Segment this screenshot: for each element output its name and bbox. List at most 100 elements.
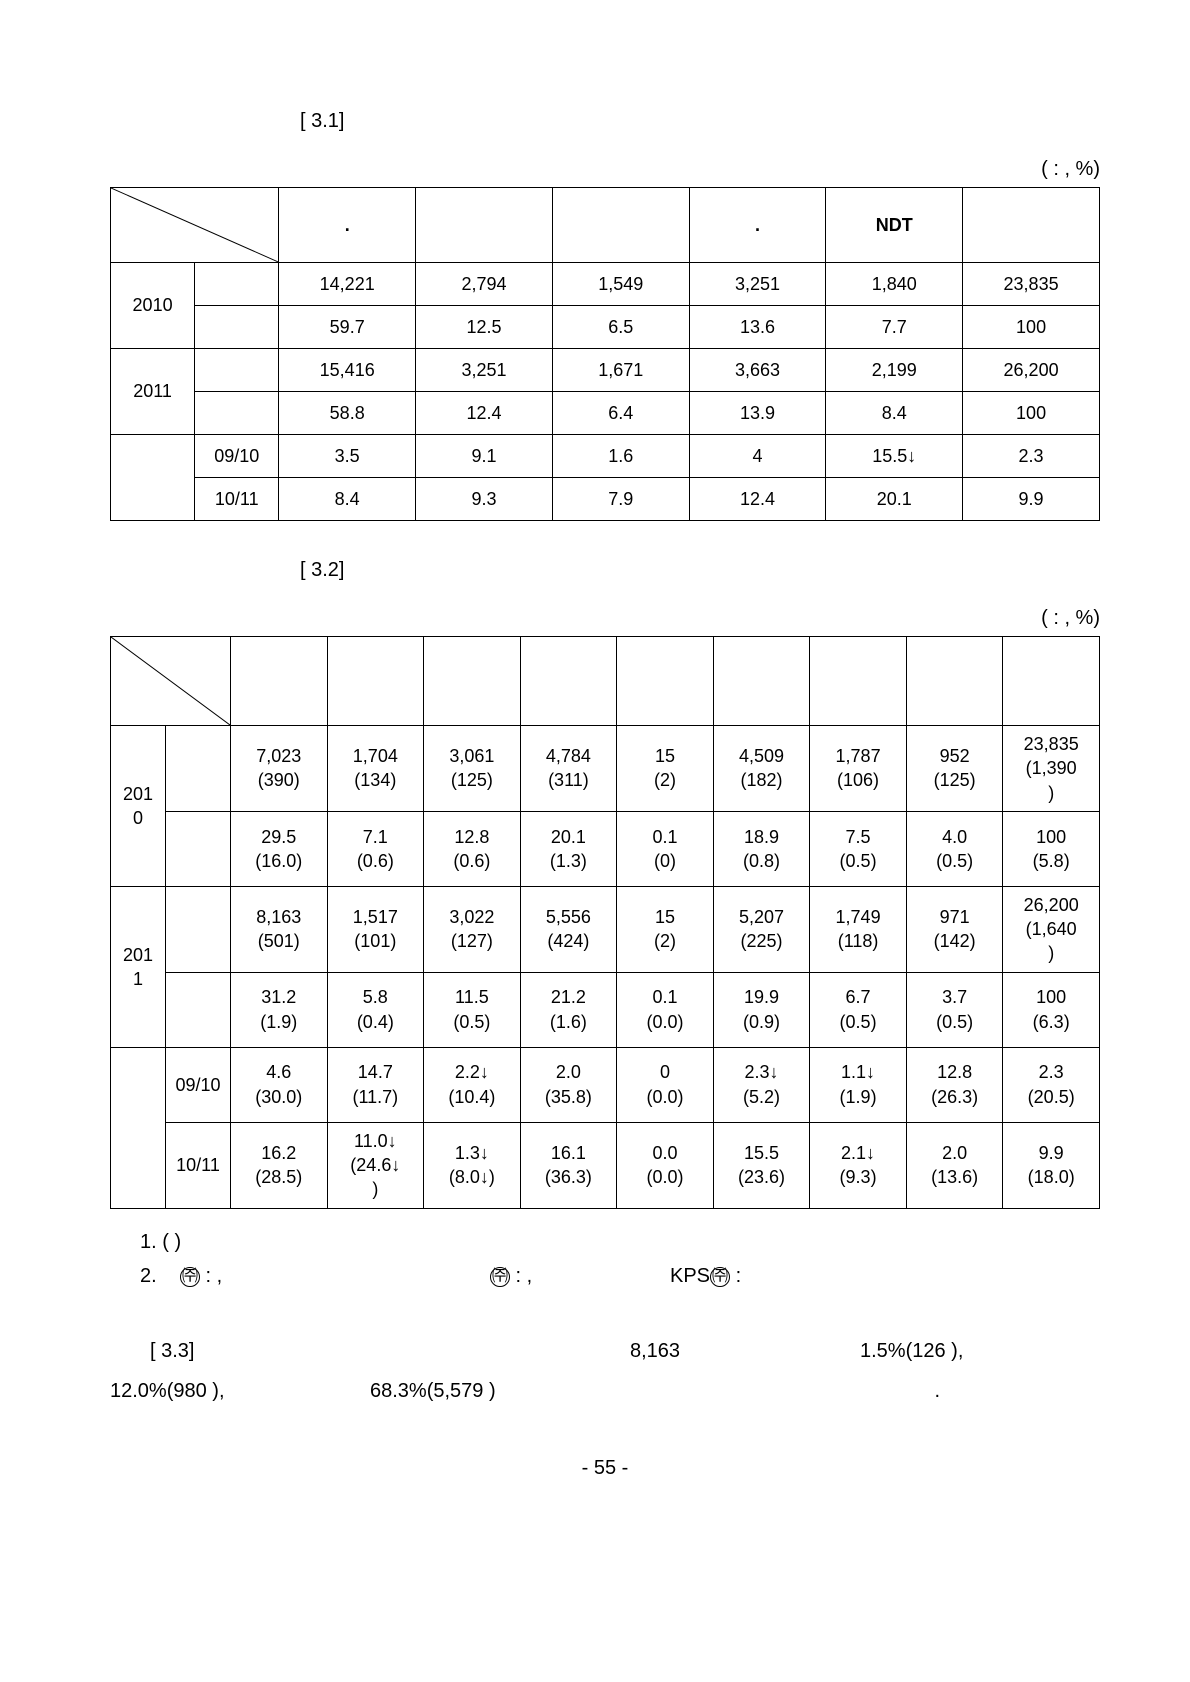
table-cell — [166, 811, 231, 886]
table-cell — [166, 972, 231, 1047]
circled-icon: ㈜ — [490, 1267, 510, 1287]
table-header — [713, 637, 810, 726]
table-header — [520, 637, 617, 726]
paragraph: [ 3.3] 8,163 1.5%(126 ), 12.0%(980 ), 68… — [110, 1331, 1100, 1411]
table-cell: 2.2↓(10.4) — [424, 1047, 521, 1122]
table-cell — [111, 1047, 166, 1208]
table-header — [810, 637, 907, 726]
table32-unit: ( : , %) — [110, 607, 1100, 630]
table-header: . — [689, 188, 826, 263]
table-cell: 2011 — [111, 886, 166, 1047]
diag-header — [111, 188, 279, 263]
table-cell: 7.1(0.6) — [327, 811, 424, 886]
table-cell: 18.9(0.8) — [713, 811, 810, 886]
table-cell — [111, 435, 195, 521]
table-cell: 971(142) — [906, 886, 1003, 972]
table-cell: 7,023(390) — [231, 726, 328, 812]
table-cell: 1.6 — [552, 435, 689, 478]
table-cell: 15.5(23.6) — [713, 1122, 810, 1208]
circled-icon: ㈜ — [180, 1267, 200, 1287]
table-cell: 2.3 — [963, 435, 1100, 478]
table-cell: 26,200 — [963, 349, 1100, 392]
page-number: - 55 - — [110, 1457, 1100, 1480]
table-cell: 100 — [963, 306, 1100, 349]
table-cell: 952(125) — [906, 726, 1003, 812]
table-header — [424, 637, 521, 726]
table-cell: 59.7 — [279, 306, 416, 349]
table-cell: 20.1 — [826, 478, 963, 521]
table-cell: 15.5↓ — [826, 435, 963, 478]
table-cell: 0.1(0) — [617, 811, 714, 886]
table-cell: 2.1↓(9.3) — [810, 1122, 907, 1208]
table-cell — [195, 306, 279, 349]
table-cell: 5.8(0.4) — [327, 972, 424, 1047]
table-cell: 12.4 — [416, 392, 553, 435]
table-header — [1003, 637, 1100, 726]
table-cell: 29.5(16.0) — [231, 811, 328, 886]
table31-unit: ( : , %) — [110, 158, 1100, 181]
table-cell: 1,704(134) — [327, 726, 424, 812]
table-row — [111, 637, 1100, 726]
table-cell: 4,509(182) — [713, 726, 810, 812]
table-cell: 12.8(26.3) — [906, 1047, 1003, 1122]
table-cell: 2010 — [111, 263, 195, 349]
table-row: 29.5(16.0)7.1(0.6)12.8(0.6)20.1(1.3)0.1(… — [111, 811, 1100, 886]
notes: 1. ( ) 2. ㈜ : , ㈜ : , KPS㈜ : — [140, 1225, 1100, 1293]
table-header — [906, 637, 1003, 726]
table-cell: 11.0↓(24.6↓) — [327, 1122, 424, 1208]
table-cell: 1,671 — [552, 349, 689, 392]
table-cell: 09/10 — [195, 435, 279, 478]
table-cell: 2,199 — [826, 349, 963, 392]
table-row: . . NDT — [111, 188, 1100, 263]
table-cell: 13.6 — [689, 306, 826, 349]
table-cell: 3,022(127) — [424, 886, 521, 972]
table-cell: 2011 — [111, 349, 195, 435]
table32-title: [ 3.2] — [300, 559, 1100, 582]
table-cell: 16.2(28.5) — [231, 1122, 328, 1208]
table-row: 58.812.46.413.98.4100 — [111, 392, 1100, 435]
table-cell: 4.0(0.5) — [906, 811, 1003, 886]
table-cell: 2,794 — [416, 263, 553, 306]
table-cell: 2.3(20.5) — [1003, 1047, 1100, 1122]
table-cell: 12.8(0.6) — [424, 811, 521, 886]
table-cell: 3.7(0.5) — [906, 972, 1003, 1047]
table-row: 20118,163(501)1,517(101)3,022(127)5,556(… — [111, 886, 1100, 972]
table-cell: 100(5.8) — [1003, 811, 1100, 886]
table-cell — [166, 886, 231, 972]
table-cell: 8,163(501) — [231, 886, 328, 972]
table-row: 201014,2212,7941,5493,2511,84023,835 — [111, 263, 1100, 306]
table-cell: 58.8 — [279, 392, 416, 435]
table-cell: 1.1↓(1.9) — [810, 1047, 907, 1122]
table-cell: 23,835(1,390) — [1003, 726, 1100, 812]
table-cell: 2.0(35.8) — [520, 1047, 617, 1122]
table-3-2: 20107,023(390)1,704(134)3,061(125)4,784(… — [110, 636, 1100, 1209]
note-2: 2. ㈜ : , ㈜ : , KPS㈜ : — [140, 1259, 1100, 1293]
table-header — [416, 188, 553, 263]
table-cell: 1,840 — [826, 263, 963, 306]
table-cell: 20.1(1.3) — [520, 811, 617, 886]
table-cell: 7.5(0.5) — [810, 811, 907, 886]
table-cell: 9.3 — [416, 478, 553, 521]
note-1: 1. ( ) — [140, 1225, 1100, 1259]
table-cell: 0.0(0.0) — [617, 1122, 714, 1208]
table-cell: 14.7(11.7) — [327, 1047, 424, 1122]
table-cell: 2.0(13.6) — [906, 1122, 1003, 1208]
table-cell — [195, 349, 279, 392]
table-cell: 21.2(1.6) — [520, 972, 617, 1047]
table-cell: 31.2(1.9) — [231, 972, 328, 1047]
table-cell: 14,221 — [279, 263, 416, 306]
table-cell: 9.1 — [416, 435, 553, 478]
table-cell — [166, 726, 231, 812]
table-cell: 6.7(0.5) — [810, 972, 907, 1047]
table-row: 20107,023(390)1,704(134)3,061(125)4,784(… — [111, 726, 1100, 812]
table-cell: 2010 — [111, 726, 166, 887]
table-cell: 4.6(30.0) — [231, 1047, 328, 1122]
table-cell: 12.5 — [416, 306, 553, 349]
table-cell: 15(2) — [617, 726, 714, 812]
table31-title: [ 3.1] — [300, 110, 1100, 133]
table-cell: 8.4 — [279, 478, 416, 521]
table-cell: 4,784(311) — [520, 726, 617, 812]
diag-header — [111, 637, 231, 726]
circled-icon: ㈜ — [710, 1267, 730, 1287]
table-cell: 1,517(101) — [327, 886, 424, 972]
